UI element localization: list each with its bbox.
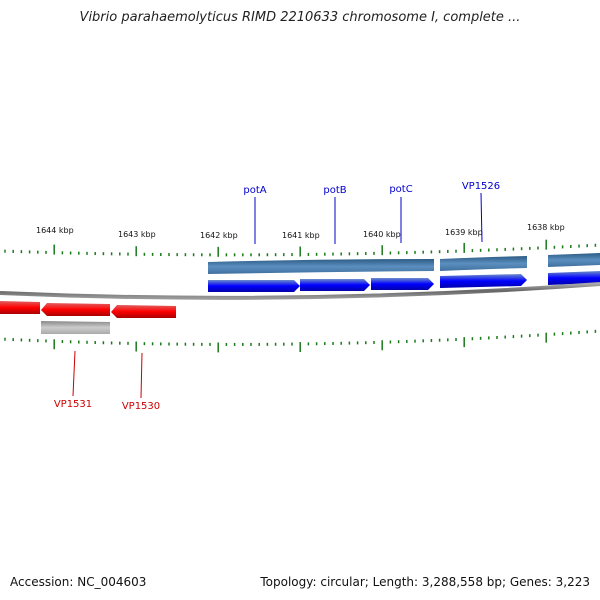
ruler-label-1641: 1641 kbp xyxy=(282,231,320,240)
gene-labels: potA potB potC VP1526 VP1531 VP1530 xyxy=(54,181,500,412)
cds-VP1526[interactable] xyxy=(440,274,527,288)
ruler-label-1638: 1638 kbp xyxy=(527,223,565,232)
cds-VP1530[interactable] xyxy=(111,305,176,318)
gene-label-potB[interactable]: potB xyxy=(323,185,346,196)
gene-label-VP1530[interactable]: VP1530 xyxy=(122,401,160,412)
forward-gene-track xyxy=(208,253,600,274)
reverse-cds-track xyxy=(0,301,176,318)
forward-cds-track xyxy=(208,271,600,292)
gene-feature-VP1526[interactable] xyxy=(440,256,527,271)
ruler-labels: 1644 kbp 1643 kbp 1642 kbp 1641 kbp 1640… xyxy=(36,223,565,240)
accession-text: Accession: NC_004603 xyxy=(10,575,147,589)
gene-label-potA[interactable]: potA xyxy=(243,185,266,196)
ruler-label-1644: 1644 kbp xyxy=(36,226,74,235)
cds-potC[interactable] xyxy=(371,278,434,290)
summary-text: Topology: circular; Length: 3,288,558 bp… xyxy=(260,575,590,589)
gene-label-leaders xyxy=(72,192,483,399)
gene-label-potC[interactable]: potC xyxy=(389,184,412,195)
cds-VP1531[interactable] xyxy=(41,303,110,316)
ruler-label-1640: 1640 kbp xyxy=(363,230,401,239)
gene-label-VP1531[interactable]: VP1531 xyxy=(54,399,92,410)
ruler-label-1643: 1643 kbp xyxy=(118,230,156,239)
chromosome-backbone xyxy=(0,282,600,300)
map-title: Vibrio parahaemolyticus RIMD 2210633 chr… xyxy=(79,10,521,25)
cds-potA[interactable] xyxy=(208,280,300,292)
gene-feature-potA-potC[interactable] xyxy=(208,259,434,274)
cds-left-edge[interactable] xyxy=(0,301,40,314)
cds-right-edge[interactable] xyxy=(548,271,600,285)
cds-potB[interactable] xyxy=(300,279,370,291)
gene-feature-VP1531[interactable] xyxy=(41,321,110,334)
upper-ruler xyxy=(4,239,597,257)
ruler-label-1642: 1642 kbp xyxy=(200,231,238,240)
gene-label-VP1526[interactable]: VP1526 xyxy=(462,181,500,192)
lower-ruler xyxy=(4,329,597,353)
gene-feature-right-edge[interactable] xyxy=(548,253,600,267)
ruler-label-1639: 1639 kbp xyxy=(445,228,483,237)
